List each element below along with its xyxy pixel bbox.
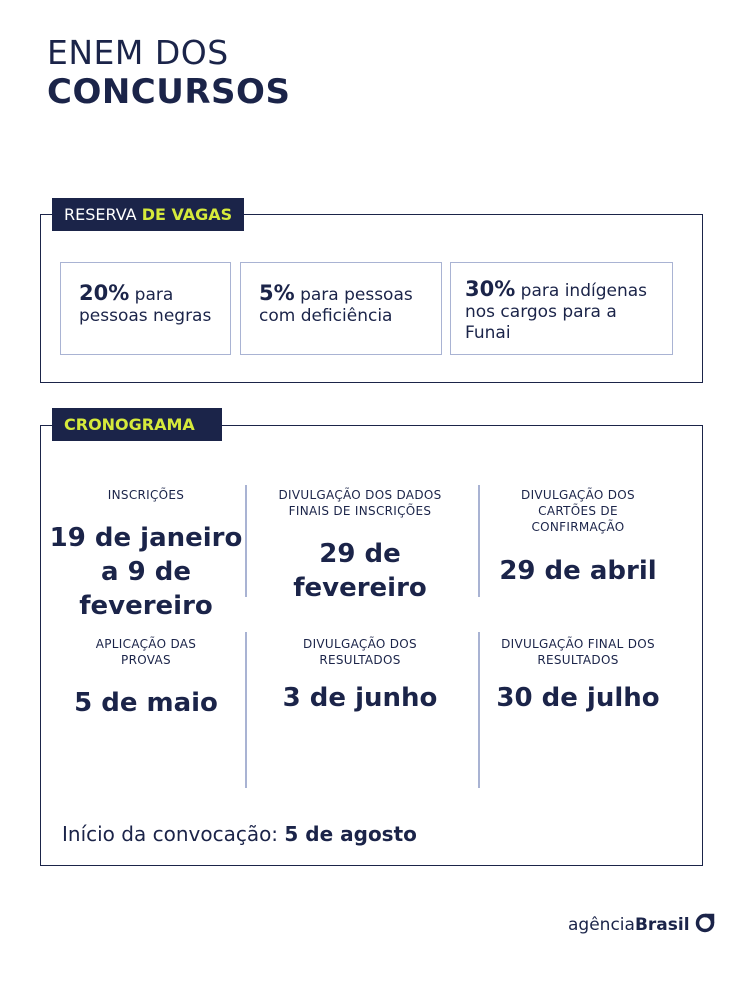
reserva-card: 30% para indígenas nos cargos para a Fun… [450,262,673,355]
card-text: para pessoas com deficiência [259,285,413,326]
event-label: DIVULGAÇÃO DOS DADOS FINAIS DE INSCRIÇÕE… [278,488,442,518]
reserva-card: 5% para pessoas com deficiência [240,262,442,355]
card-text: para pessoas negras [79,285,212,326]
tab-bold: DE VAGAS [141,205,233,224]
cronograma-tab: CRONOGRAMA [52,408,222,441]
card-percent: 5% [259,281,295,305]
logo-light: agência [568,915,635,935]
event-date: 29 de abril [499,556,657,586]
convocacao-label: Início da convocação: [62,822,279,846]
convocacao-date: 5 de agosto [284,822,417,846]
tab-light: RESERVA [64,205,137,224]
event-label: DIVULGAÇÃO DOS RESULTADOS [303,637,417,667]
event-label: DIVULGAÇÃO FINAL DOS RESULTADOS [501,637,655,667]
card-percent: 30% [465,277,516,301]
title-line-2: CONCURSOS [47,72,291,112]
event-date: 19 de janeiro a 9 de fevereiro [49,523,243,621]
cronograma-box [40,425,703,866]
divider [478,632,480,788]
event-date: 30 de julho [496,683,660,713]
event-date: 5 de maio [74,688,218,718]
logo: agênciaBrasil [568,913,715,935]
event-date: 3 de junho [282,683,438,713]
reserva-card: 20% para pessoas negras [60,262,231,355]
reserva-tab: RESERVA DE VAGAS [52,198,245,231]
event-label: DIVULGAÇÃO DOS CARTÕES DE CONFIRMAÇÃO [521,488,635,534]
divider [245,632,247,788]
divider [245,485,247,597]
event-label: APLICAÇÃO DAS PROVAS [95,637,197,667]
title-line-1: ENEM DOS [47,33,229,72]
divider [478,485,480,597]
event-label: INSCRIÇÕES [107,488,185,502]
logo-bold: Brasil [634,915,690,935]
event-date: 29 de fevereiro [293,539,427,603]
convocacao: Início da convocação: 5 de agosto [62,822,417,846]
card-percent: 20% [79,281,130,305]
tab-bold: CRONOGRAMA [64,415,195,434]
card-text: para indígenas nos cargos para a Funai [465,281,648,343]
reserva-box [40,214,703,383]
logo-icon [695,913,715,933]
